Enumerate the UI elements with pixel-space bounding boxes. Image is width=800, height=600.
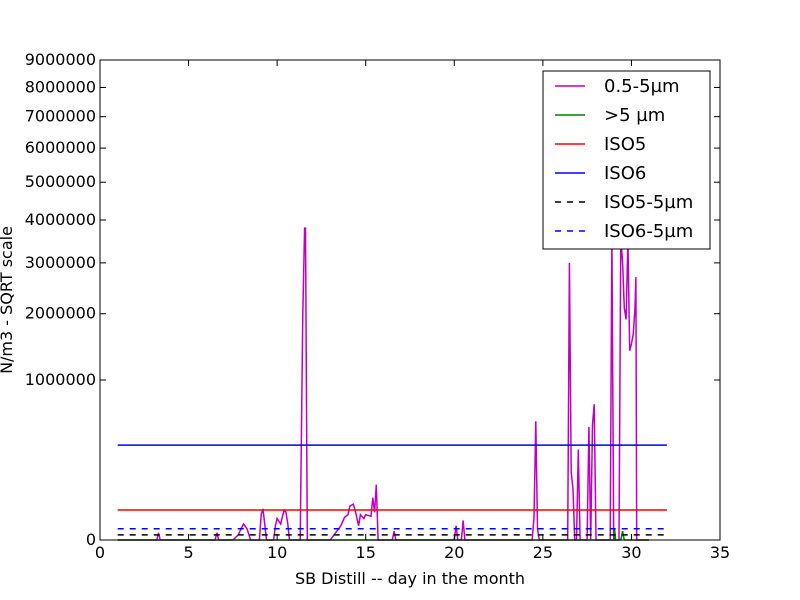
legend-items: 0.5-5µm >5 µm ISO5 ISO6 ISO5-5µm ISO6-5µm [555,76,693,242]
x-tick-label: 30 [621,543,641,562]
legend-label-4: ISO5-5µm [604,192,693,213]
legend-label-0: 0.5-5µm [604,76,680,97]
y-axis-label: N/m3 - SQRT scale [0,226,16,374]
y-tick-label: 3000000 [25,253,96,272]
plot-frame [99,59,721,541]
y-tick-label: 6000000 [25,138,96,157]
x-tick-label: 35 [710,543,730,562]
y-tick-label: 9000000 [25,50,96,69]
legend-label-3: ISO6 [604,163,646,184]
x-tick-label: 25 [533,543,553,562]
y-tick-label: 0 [86,530,96,549]
x-tick-label: 20 [444,543,464,562]
x-tick-label: 0 [95,543,105,562]
x-tick-label: 10 [267,543,287,562]
x-tick-label: 15 [356,543,376,562]
y-tick-label: 7000000 [25,107,96,126]
y-tick-label: 1000000 [25,370,96,389]
legend-box [542,70,711,250]
y-axis-ticks: 0 1000000 2000000 3000000 4000000 5000000 6000… [25,50,720,549]
y-tick-label: 4000000 [25,210,96,229]
x-axis-label: SB Distill -- day in the month [295,569,525,588]
x-axis-ticks: 0 5 10 15 20 25 30 35 [95,60,730,562]
y-tick-label: 2000000 [25,304,96,323]
legend-label-2: ISO5 [604,134,646,155]
legend-label-5: ISO6-5µm [604,221,693,242]
y-tick-label: 5000000 [25,172,96,191]
legend-label-1: >5 µm [604,105,665,126]
x-tick-label: 5 [183,543,193,562]
series-line-0 [117,227,650,541]
legend: 0.5-5µm >5 µm ISO5 ISO6 ISO5-5µm ISO6-5µm [542,70,711,250]
plot-lines [117,227,667,541]
y-tick-label: 8000000 [25,77,96,96]
